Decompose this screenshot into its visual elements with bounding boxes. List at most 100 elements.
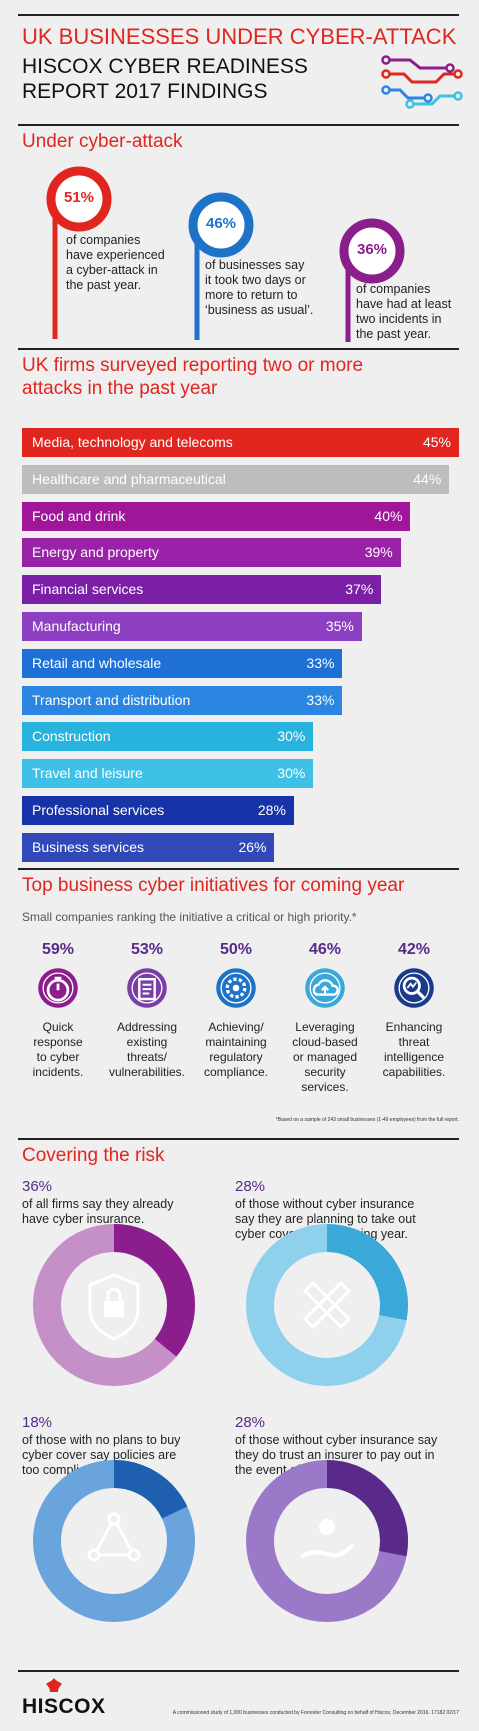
bar-label: Construction	[32, 728, 111, 745]
page-subtitle-line1: HISCOX CYBER READINESS	[22, 55, 308, 78]
bar-10: Travel and leisure 30%	[22, 759, 314, 789]
magnifier-chart-icon	[394, 968, 434, 1008]
bar-label: Energy and property	[32, 544, 159, 561]
stat-line: of companies	[66, 233, 141, 247]
cover-pct: 28%	[235, 1414, 266, 1431]
initiative-line: threat	[398, 1035, 430, 1049]
bar-7: Retail and wholesale 33%	[22, 648, 343, 678]
initiative-pct: 50%	[219, 941, 253, 958]
stat-line: a cyber-attack in	[66, 263, 158, 277]
initiative-pct: 46%	[308, 941, 342, 958]
donut-slice	[246, 1460, 408, 1622]
chart-title-line1: UK firms surveyed reporting two or more	[22, 355, 364, 376]
cover-donut	[33, 1460, 195, 1622]
bar-value-label: 26%	[238, 838, 267, 855]
cover-line: of those with no plans to buy	[22, 1433, 181, 1447]
page-subtitle-line2: REPORT 2017 FINDINGS	[22, 80, 268, 103]
donut-slice	[246, 1224, 408, 1386]
cover-line: cyber cover say policies are	[22, 1448, 177, 1462]
cover-pct: 18%	[22, 1414, 53, 1431]
bar-label: Financial services	[32, 581, 144, 598]
stat-line: the past year.	[356, 327, 432, 341]
initiative-text: Achieving/maintaining regulatory complianc…	[192, 1020, 280, 1080]
bar-label: Retail and wholesale	[32, 654, 162, 671]
initiative-line: existing	[126, 1035, 168, 1049]
initiative-line: capabilities.	[382, 1065, 446, 1079]
initiative-line: cloud-based	[292, 1035, 358, 1049]
donut-slice	[33, 1460, 195, 1622]
bar-11: Professional services 28%	[22, 796, 294, 825]
padlock-shield-icon	[88, 1273, 140, 1341]
section-rule	[18, 1138, 459, 1140]
initiative-line: security services.	[301, 1065, 349, 1094]
circuit-icon	[381, 55, 463, 109]
stat-pct: 36%	[356, 241, 388, 258]
bar-value-label: 30%	[277, 728, 306, 745]
bar-value-label: 45%	[422, 434, 451, 450]
cover-donut	[246, 1224, 408, 1386]
initiatives-subtitle: Small companies ranking the initiative a…	[22, 910, 357, 924]
section-title-initiatives: Top business cyber initiatives for comin…	[22, 875, 405, 896]
cover-pct: 28%	[235, 1178, 266, 1195]
stat-line: of businesses say	[205, 258, 305, 272]
section-title-covering: Covering the risk	[22, 1145, 165, 1166]
hiscox-crown-icon	[46, 1678, 62, 1692]
bar-3: Food and drink 40%	[22, 501, 411, 531]
initiative-line: response	[33, 1035, 83, 1049]
initiative-line: compliance.	[203, 1065, 269, 1079]
cover-donut	[33, 1224, 195, 1386]
bar-label: Transport and distribution	[32, 691, 191, 708]
stat-pct: 46%	[205, 215, 237, 232]
bar-label: Healthcare and pharmaceutical	[32, 470, 226, 487]
initiative-pct: 53%	[130, 941, 164, 958]
initiative-text: Quick response to cyber incidents.	[14, 1020, 102, 1080]
bar-value-label: 40%	[374, 507, 403, 524]
network-icon	[87, 1512, 141, 1562]
initiative-pct: 42%	[397, 941, 431, 958]
footer-rule	[18, 1670, 459, 1672]
initiative-line: Quick	[42, 1020, 74, 1034]
stat-line: it took two days or	[205, 273, 306, 287]
section-title-under-attack: Under cyber-attack	[22, 131, 183, 152]
donut-slice	[33, 1224, 195, 1386]
initiative-line: maintaining	[205, 1035, 267, 1049]
bar-value-label: 39%	[364, 544, 393, 561]
clipboard-icon	[127, 968, 167, 1008]
stat-text: of companies have had at least two incid…	[356, 282, 451, 342]
cover-line: of all firms say they already	[22, 1197, 174, 1211]
bar-label: Professional services	[32, 802, 165, 818]
section-rule	[18, 868, 459, 870]
bar-1: Media, technology and telecoms 45%	[22, 428, 459, 457]
stopwatch-icon	[38, 968, 78, 1008]
bar-9: Construction 30%	[22, 722, 314, 752]
stat-line: of companies	[356, 282, 431, 296]
bar-value-label: 37%	[345, 581, 374, 598]
initiative-line: vulnerabilities.	[108, 1065, 186, 1079]
bar-12: Business services 26%	[22, 832, 275, 862]
bar-label: Food and drink	[32, 507, 126, 524]
bar-label: Media, technology and telecoms	[32, 434, 233, 450]
bar-6: Manufacturing 35%	[22, 612, 362, 641]
initiative-line: regulatory	[209, 1050, 263, 1064]
initiative-line: Addressing	[116, 1020, 178, 1034]
bar-2: Healthcare and pharmaceutical 44%	[22, 464, 450, 494]
gear-icon	[216, 968, 256, 1008]
bar-value-label: 33%	[306, 691, 335, 708]
cover-line: have cyber insurance.	[22, 1212, 145, 1226]
top-rule	[18, 14, 459, 16]
initiative-item: 42% Enhancing threat intelligence capabiliti…	[370, 940, 458, 1080]
section-rule	[18, 124, 459, 126]
bar-label: Manufacturing	[32, 618, 121, 634]
chart-title-line2: attacks in the past year	[22, 378, 218, 399]
bar-8: Transport and distribution 33%	[22, 685, 343, 715]
cover-line: of those without cyber insurance	[235, 1197, 415, 1211]
bar-value-label: 33%	[306, 654, 335, 671]
bar-value-label: 30%	[277, 765, 306, 782]
initiative-line: incidents.	[32, 1065, 84, 1079]
initiative-line: Enhancing	[385, 1020, 443, 1034]
initiative-line: to cyber	[36, 1050, 80, 1064]
stat-line: two incidents in	[356, 312, 442, 326]
bar-value-label: 35%	[325, 618, 354, 634]
cover-line: they do trust an insurer to pay out in	[235, 1448, 435, 1462]
stat-line: more to return to	[205, 288, 298, 302]
